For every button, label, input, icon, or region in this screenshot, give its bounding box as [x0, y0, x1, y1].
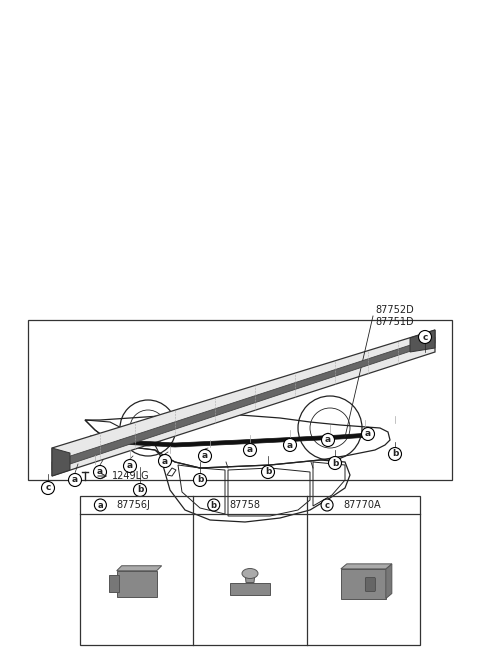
Text: a: a — [202, 451, 208, 461]
Text: 87770A: 87770A — [343, 500, 381, 510]
Circle shape — [419, 331, 432, 344]
Text: a: a — [247, 445, 253, 455]
Text: a: a — [162, 457, 168, 466]
FancyBboxPatch shape — [117, 571, 156, 597]
Polygon shape — [52, 448, 70, 476]
Text: c: c — [45, 483, 51, 493]
Text: c: c — [422, 333, 428, 342]
Text: b: b — [197, 476, 203, 485]
Text: b: b — [332, 459, 338, 468]
Text: b: b — [265, 468, 271, 476]
Circle shape — [361, 428, 374, 440]
Polygon shape — [52, 337, 435, 470]
Polygon shape — [245, 573, 255, 583]
Circle shape — [193, 474, 206, 487]
Circle shape — [388, 447, 401, 461]
Text: b: b — [392, 449, 398, 459]
Ellipse shape — [242, 569, 258, 579]
Polygon shape — [341, 564, 392, 569]
Text: a: a — [97, 501, 103, 510]
Text: b: b — [137, 485, 143, 495]
Polygon shape — [120, 433, 370, 447]
Circle shape — [95, 499, 107, 511]
FancyBboxPatch shape — [108, 575, 119, 592]
Text: 1249LG: 1249LG — [112, 471, 150, 481]
Circle shape — [262, 466, 275, 478]
Circle shape — [123, 459, 136, 472]
Circle shape — [284, 438, 297, 451]
Circle shape — [133, 483, 146, 497]
Circle shape — [322, 434, 335, 447]
Circle shape — [158, 455, 171, 468]
Polygon shape — [117, 565, 162, 571]
Polygon shape — [52, 330, 435, 476]
Polygon shape — [410, 330, 435, 352]
Text: a: a — [127, 462, 133, 470]
Text: a: a — [365, 430, 371, 438]
Text: a: a — [72, 476, 78, 485]
Circle shape — [328, 457, 341, 470]
FancyBboxPatch shape — [230, 583, 270, 594]
Circle shape — [41, 482, 55, 495]
Circle shape — [69, 474, 82, 487]
FancyBboxPatch shape — [341, 569, 386, 598]
Circle shape — [321, 499, 333, 511]
Polygon shape — [386, 564, 392, 598]
Text: a: a — [287, 440, 293, 449]
Text: a: a — [97, 468, 103, 476]
Circle shape — [94, 466, 107, 478]
Text: c: c — [324, 501, 330, 510]
Text: a: a — [325, 436, 331, 445]
Text: 87751D: 87751D — [375, 317, 414, 327]
Text: 87752D: 87752D — [375, 305, 414, 315]
Circle shape — [243, 443, 256, 457]
Circle shape — [208, 499, 220, 511]
Text: 87758: 87758 — [230, 500, 261, 510]
Text: b: b — [211, 501, 217, 510]
FancyBboxPatch shape — [365, 577, 375, 592]
Text: 87756J: 87756J — [117, 500, 150, 510]
Circle shape — [199, 449, 212, 462]
